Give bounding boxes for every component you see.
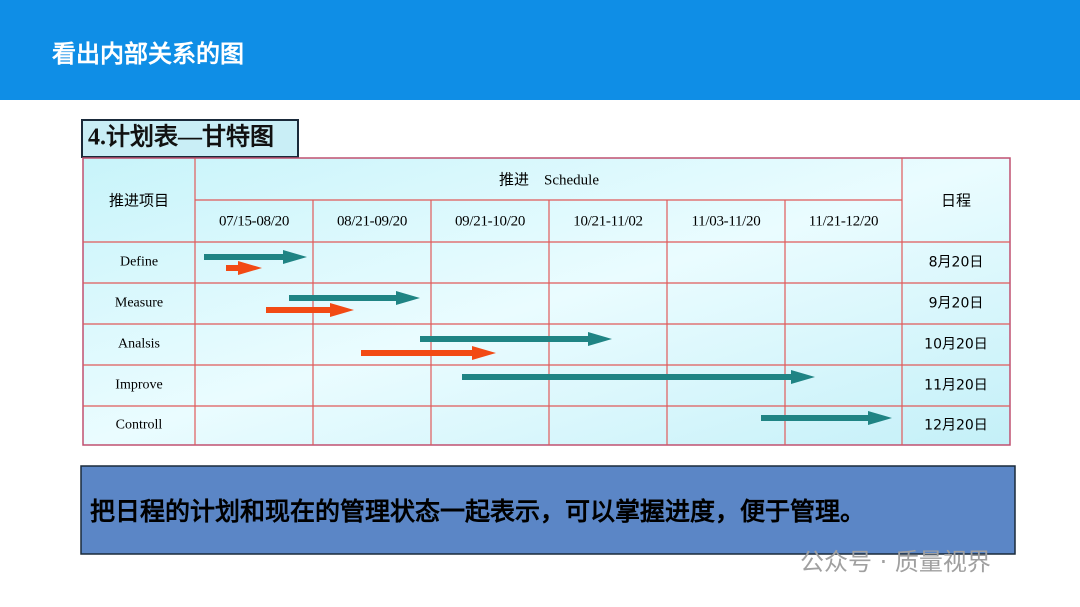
period-header: 11/21-12/20 — [809, 213, 878, 229]
item-header: 推进项目 — [109, 192, 169, 210]
arrow-shaft — [266, 307, 332, 313]
arrow-shaft — [226, 265, 240, 271]
arrow-head — [330, 303, 354, 317]
arrow-head — [791, 370, 815, 384]
row-item: Define — [120, 255, 158, 270]
row-item: Analsis — [118, 337, 160, 352]
caption-box — [80, 465, 1016, 555]
header-bar — [0, 0, 1080, 100]
arrow-shaft — [462, 374, 793, 380]
section-label: 4.计划表—甘特图 — [88, 124, 274, 151]
arrow-head — [396, 291, 420, 305]
caption: 把日程的计划和现在的管理状态一起表示，可以掌握进度，便于管理。 — [90, 497, 865, 526]
period-header: 08/21-09/20 — [337, 213, 407, 229]
row-date: 9月20日 — [929, 296, 984, 312]
schedule-header: 推进 Schedule — [499, 171, 599, 188]
date-header: 日程 — [941, 192, 971, 210]
section-label-box — [81, 119, 299, 158]
arrow-shaft — [204, 254, 285, 260]
row-item: Measure — [115, 296, 163, 311]
row-date: 11月20日 — [924, 378, 988, 394]
row-date: 10月20日 — [924, 337, 988, 353]
arrow-head — [472, 346, 496, 360]
arrows — [204, 250, 892, 425]
arrow-shaft — [420, 336, 590, 342]
arrow-shaft — [289, 295, 398, 301]
table: 推进项目 推进 Schedule 日程 07/15-08/20 08/21-09/20 0… — [83, 158, 1010, 445]
period-header: 11/03-11/20 — [692, 213, 761, 229]
row-item: Improve — [115, 378, 162, 393]
row-date: 12月20日 — [924, 418, 988, 434]
arrow-head — [868, 411, 892, 425]
arrow-head — [238, 261, 262, 275]
period-header: 10/21-11/02 — [573, 213, 642, 229]
row-item: Controll — [116, 418, 163, 433]
watermark: 公众号 · 质量视界 — [800, 548, 991, 576]
period-header: 07/15-08/20 — [219, 213, 289, 229]
arrow-head — [283, 250, 307, 264]
period-header: 09/21-10/20 — [455, 213, 525, 229]
arrow-shaft — [361, 350, 474, 356]
arrow-head — [588, 332, 612, 346]
header-title: 看出内部关系的图 — [52, 40, 244, 68]
row-date: 8月20日 — [929, 255, 984, 271]
arrow-shaft — [761, 415, 870, 421]
table-background — [82, 157, 1011, 446]
